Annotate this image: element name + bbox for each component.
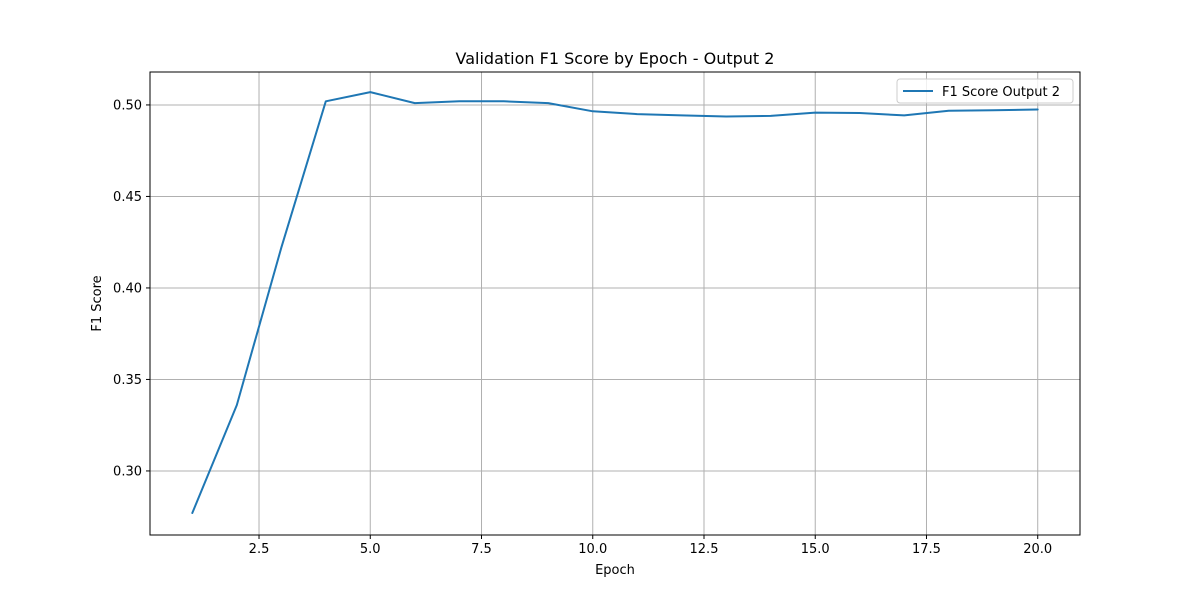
data-point bbox=[280, 247, 282, 249]
series-layer bbox=[191, 91, 1039, 514]
x-tick-label: 10.0 bbox=[578, 542, 607, 557]
x-tick-label: 5.0 bbox=[360, 542, 381, 557]
data-point bbox=[903, 114, 905, 116]
data-point bbox=[814, 112, 816, 114]
y-tick-label: 0.40 bbox=[113, 281, 142, 296]
data-point bbox=[681, 114, 683, 116]
y-tick-label: 0.45 bbox=[113, 190, 142, 205]
legend-box bbox=[896, 78, 1074, 104]
data-point bbox=[859, 112, 861, 114]
x-tick-label: 17.5 bbox=[912, 542, 941, 557]
data-point bbox=[414, 102, 416, 104]
data-point bbox=[592, 110, 594, 112]
y-axis-ticks: 0.30 0.35 0.40 0.45 0.50 bbox=[113, 98, 150, 479]
y-tick-label: 0.35 bbox=[113, 373, 142, 388]
data-point bbox=[503, 100, 505, 102]
data-point bbox=[770, 115, 772, 117]
data-point bbox=[725, 116, 727, 118]
y-tick-label: 0.30 bbox=[113, 464, 142, 479]
x-tick-label: 20.0 bbox=[1023, 542, 1052, 557]
data-point bbox=[948, 110, 950, 112]
x-tick-label: 7.5 bbox=[471, 542, 492, 557]
x-tick-label: 2.5 bbox=[249, 542, 270, 557]
data-point bbox=[191, 512, 193, 514]
data-point bbox=[325, 100, 327, 102]
y-axis-label: F1 Score bbox=[90, 275, 105, 331]
data-point bbox=[369, 91, 371, 93]
data-point bbox=[636, 113, 638, 115]
x-axis-label: Epoch bbox=[595, 563, 635, 578]
grid-lines bbox=[150, 72, 1080, 535]
plot-frame bbox=[149, 71, 1081, 536]
y-tick-label: 0.50 bbox=[113, 98, 142, 113]
legend: F1 Score Output 2 bbox=[896, 78, 1074, 104]
data-point bbox=[1037, 109, 1039, 111]
x-axis-ticks: 2.5 5.0 7.5 10.0 12.5 15.0 17.5 20.0 bbox=[249, 535, 1052, 557]
x-tick-label: 15.0 bbox=[801, 542, 830, 557]
data-point bbox=[547, 102, 549, 104]
legend-label: F1 Score Output 2 bbox=[942, 85, 1060, 100]
data-point bbox=[992, 109, 994, 111]
x-tick-label: 12.5 bbox=[690, 542, 719, 557]
data-point bbox=[458, 100, 460, 102]
chart-title: Validation F1 Score by Epoch - Output 2 bbox=[456, 49, 775, 68]
data-point bbox=[236, 404, 238, 406]
series-line-0 bbox=[191, 91, 1039, 514]
